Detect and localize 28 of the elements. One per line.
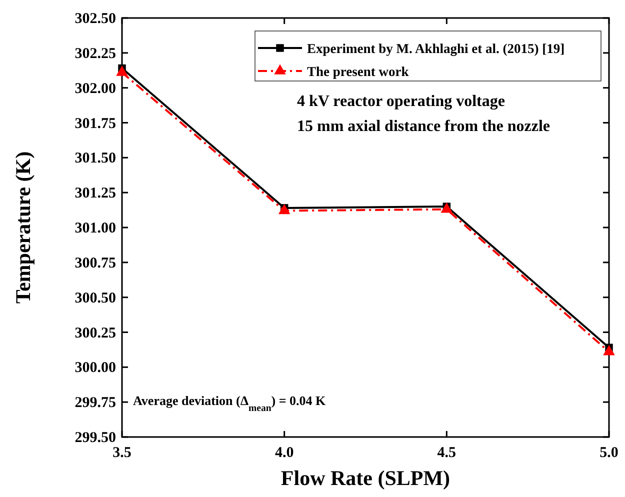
annotation: 4 kV reactor operating voltage bbox=[297, 93, 505, 110]
y-tick-label: 301.00 bbox=[74, 220, 116, 236]
point bbox=[278, 204, 290, 214]
legend-label: The present work bbox=[307, 64, 410, 79]
point bbox=[116, 66, 128, 76]
x-axis-title: Flow Rate (SLPM) bbox=[280, 466, 450, 490]
y-tick-label: 302.50 bbox=[74, 11, 116, 27]
y-tick-label: 302.00 bbox=[74, 80, 116, 97]
y-tick-label: 301.50 bbox=[74, 150, 116, 167]
y-tick-label: 302.25 bbox=[74, 46, 116, 62]
annotation: 15 mm axial distance from the nozzle bbox=[297, 118, 550, 135]
y-tick-label: 299.50 bbox=[74, 430, 116, 446]
point bbox=[603, 345, 615, 356]
annotation: Average deviation (Δ$_{mean}$) = 0.04 K bbox=[133, 393, 326, 414]
y-tick-label: 301.75 bbox=[74, 116, 116, 132]
x-tick-label: 4.5 bbox=[437, 445, 456, 461]
x-tick-label: 3.5 bbox=[112, 445, 132, 461]
x-tick-label: 4.0 bbox=[274, 445, 294, 461]
x-tick-label: 5.0 bbox=[600, 445, 618, 461]
y-tick-label: 300.25 bbox=[74, 325, 116, 342]
y-tick-label: 299.75 bbox=[74, 395, 116, 412]
legend-label: Experiment by M. Akhlaghi et al. (2015) [19] bbox=[307, 41, 565, 56]
y-tick-label: 301.25 bbox=[74, 186, 116, 202]
y-tick-label: 300.75 bbox=[74, 255, 116, 272]
point bbox=[440, 202, 453, 213]
y-tick-label: 300.50 bbox=[74, 290, 116, 306]
y-axis-title: Temperature (K) bbox=[11, 151, 35, 304]
y-tick-label: 300.00 bbox=[74, 360, 116, 376]
